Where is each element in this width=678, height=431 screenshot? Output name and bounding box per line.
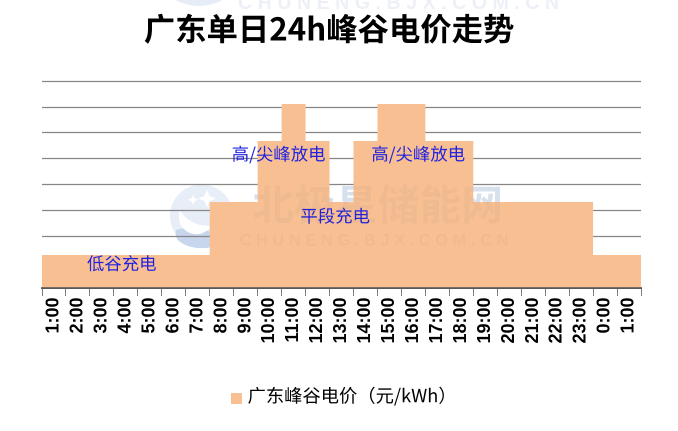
svg-text:9:00: 9:00 (234, 298, 254, 334)
svg-text:1:00: 1:00 (618, 298, 638, 334)
svg-text:2:00: 2:00 (67, 298, 87, 334)
svg-text:22:00: 22:00 (546, 298, 566, 344)
svg-text:20:00: 20:00 (498, 298, 518, 344)
svg-text:7:00: 7:00 (186, 298, 206, 334)
svg-text:11:00: 11:00 (282, 298, 302, 343)
svg-text:18:00: 18:00 (450, 298, 470, 344)
svg-text:19:00: 19:00 (474, 298, 494, 344)
svg-text:6:00: 6:00 (162, 298, 182, 334)
svg-text:8:00: 8:00 (210, 298, 230, 334)
svg-text:5:00: 5:00 (138, 298, 158, 334)
svg-text:CHUNENG.BJX.COM.CN: CHUNENG.BJX.COM.CN (238, 0, 565, 14)
svg-text:0:00: 0:00 (594, 298, 614, 334)
svg-text:17:00: 17:00 (426, 298, 446, 344)
svg-text:21:00: 21:00 (522, 298, 542, 344)
svg-text:15:00: 15:00 (378, 298, 398, 344)
svg-text:13:00: 13:00 (330, 298, 350, 344)
svg-text:23:00: 23:00 (570, 298, 590, 344)
svg-text:12:00: 12:00 (306, 298, 326, 344)
svg-text:3:00: 3:00 (91, 298, 111, 334)
svg-text:16:00: 16:00 (402, 298, 422, 344)
svg-text:1:00: 1:00 (43, 298, 63, 334)
svg-text:CHUNENG.BJX.COM.CN: CHUNENG.BJX.COM.CN (240, 231, 514, 249)
svg-text:4:00: 4:00 (114, 298, 134, 334)
svg-text:14:00: 14:00 (354, 298, 374, 344)
svg-text:10:00: 10:00 (258, 298, 278, 344)
